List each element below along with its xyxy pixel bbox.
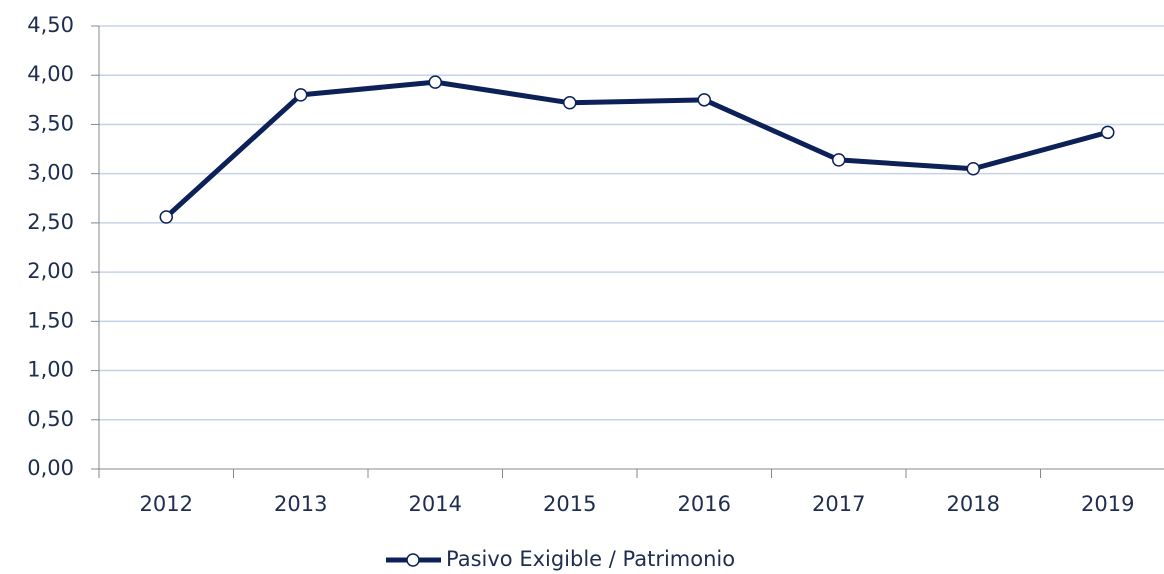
x-tick-label: 2013	[274, 492, 327, 516]
legend-label: Pasivo Exigible / Patrimonio	[446, 547, 735, 571]
series-line	[164, 79, 1109, 219]
x-tick-label: 2016	[678, 492, 731, 516]
y-tick-label: 4,00	[27, 62, 74, 86]
marker	[1101, 125, 1115, 140]
legend-marker	[406, 553, 420, 567]
marker	[832, 153, 846, 167]
y-tick-label: 3,00	[27, 161, 74, 185]
y-tick-label: 1,00	[27, 358, 74, 382]
y-tick-label: 3,50	[27, 111, 74, 135]
y-tick-label: 0,50	[27, 407, 74, 431]
marker	[697, 93, 711, 107]
x-tick-label: 2018	[947, 492, 1000, 516]
marker	[428, 75, 442, 89]
x-tick-label: 2019	[1081, 492, 1134, 516]
marker	[563, 96, 577, 110]
y-tick-label: 4,50	[27, 13, 74, 37]
marker	[159, 210, 173, 224]
x-tick-label: 2017	[812, 492, 865, 516]
y-tick-label: 2,50	[27, 210, 74, 234]
y-tick-label: 0,00	[27, 456, 74, 480]
marker	[966, 161, 980, 176]
y-tick-label: 2,00	[27, 259, 74, 283]
x-tick-label: 2014	[409, 492, 462, 516]
x-tick-label: 2015	[543, 492, 596, 516]
y-tick-label: 1,50	[27, 308, 74, 332]
x-tick-label: 2012	[140, 492, 193, 516]
marker	[294, 88, 308, 102]
